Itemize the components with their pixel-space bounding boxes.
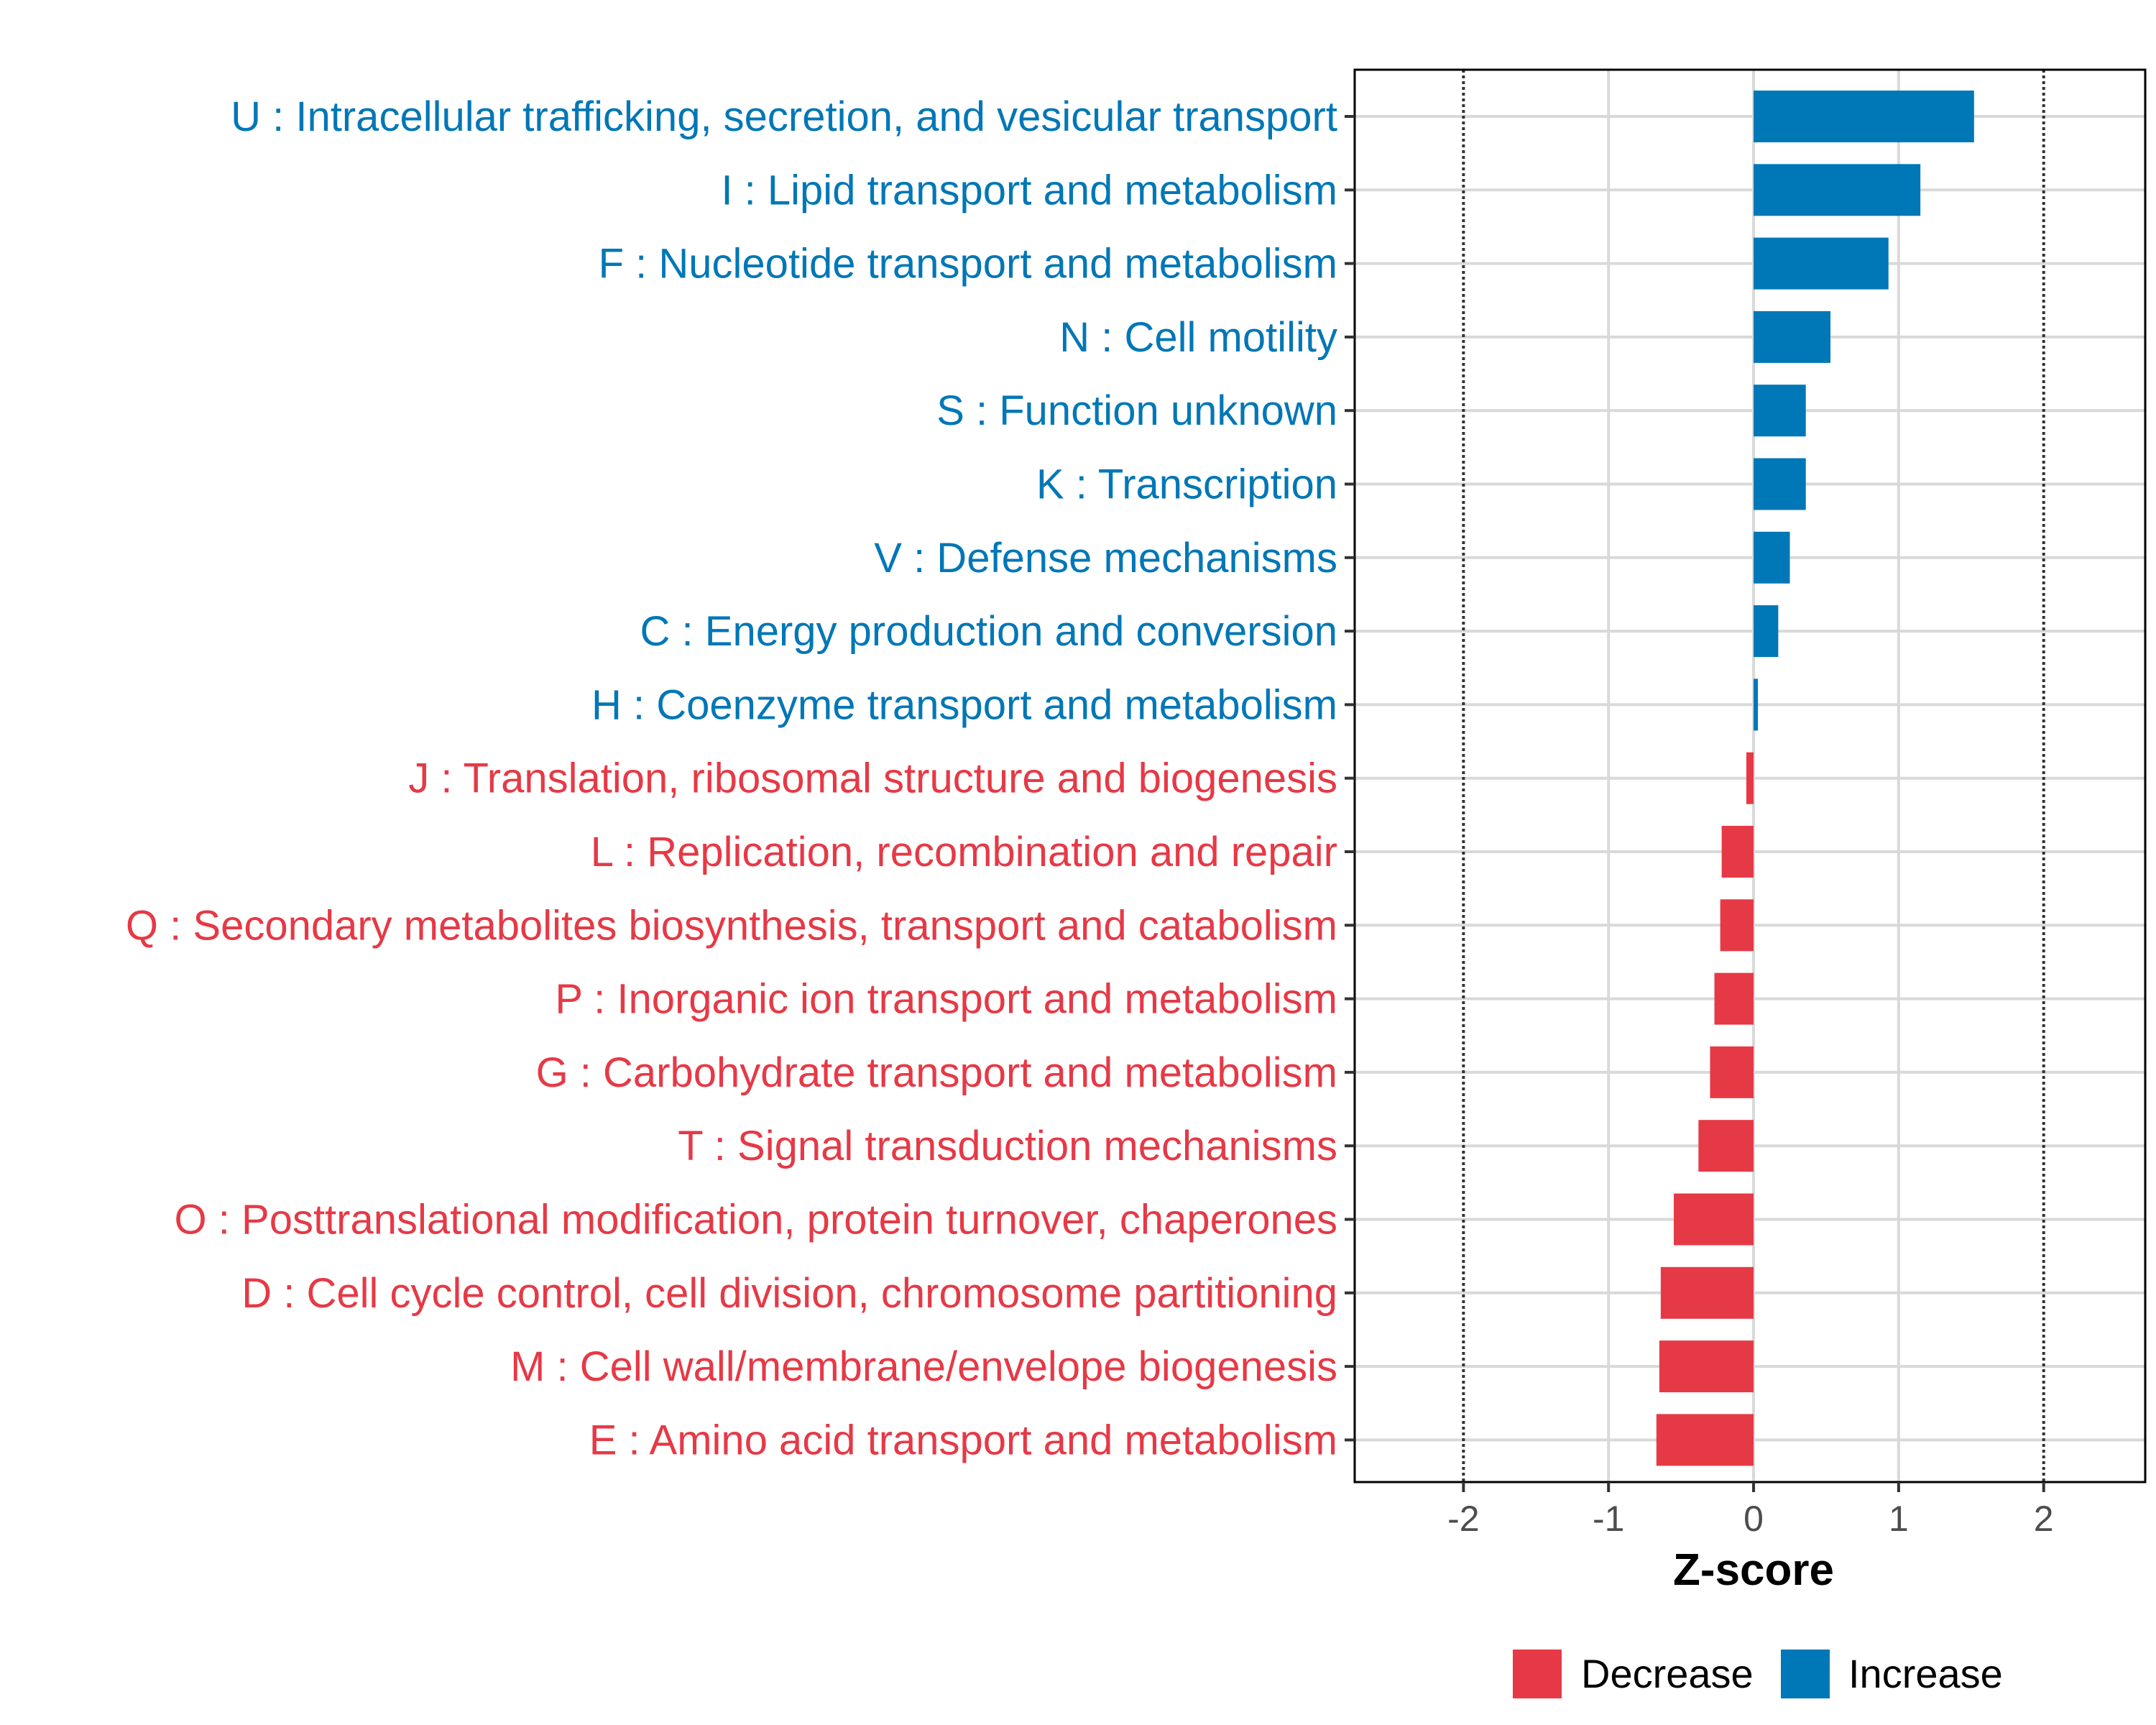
category-label: L : Replication, recombination and repai… bbox=[591, 829, 1337, 875]
bar bbox=[1754, 91, 1974, 142]
category-label: J : Translation, ribosomal structure and… bbox=[408, 755, 1337, 802]
category-label: P : Inorganic ion transport and metaboli… bbox=[555, 976, 1337, 1023]
bar bbox=[1660, 1266, 1754, 1319]
x-tick-label: 2 bbox=[2034, 1499, 2054, 1539]
plot-border bbox=[1353, 68, 2147, 1484]
category-label: M : Cell wall/membrane/envelope biogenes… bbox=[510, 1343, 1337, 1390]
category-label: O : Posttranslational modification, prot… bbox=[175, 1197, 1337, 1243]
bar bbox=[1698, 1120, 1754, 1172]
bar bbox=[1659, 1340, 1754, 1393]
bar bbox=[1754, 605, 1779, 658]
bar bbox=[1720, 899, 1754, 952]
bar bbox=[1754, 237, 1889, 290]
category-label: D : Cell cycle control, cell division, c… bbox=[241, 1270, 1337, 1317]
bar bbox=[1710, 1046, 1754, 1098]
category-label: H : Coenzyme transport and metabolism bbox=[591, 681, 1337, 728]
legend: Decrease Increase bbox=[1513, 1650, 2003, 1698]
bar bbox=[1656, 1414, 1754, 1466]
bar bbox=[1754, 458, 1806, 510]
bar bbox=[1754, 310, 1831, 363]
bar bbox=[1714, 972, 1754, 1025]
category-label: V : Defense mechanisms bbox=[874, 535, 1337, 581]
category-label: K : Transcription bbox=[1036, 461, 1337, 508]
category-labels: U : Intracellular trafficking, secretion… bbox=[126, 93, 1355, 1463]
bar bbox=[1721, 826, 1754, 878]
x-tick-label: -2 bbox=[1447, 1499, 1479, 1539]
x-axis-title: Z-score bbox=[1673, 1545, 1834, 1595]
bar bbox=[1674, 1193, 1754, 1246]
bar bbox=[1746, 752, 1754, 804]
category-label: F : Nucleotide transport and metabolism bbox=[599, 241, 1337, 288]
bar bbox=[1754, 678, 1759, 731]
bar bbox=[1754, 385, 1806, 437]
category-label: C : Energy production and conversion bbox=[640, 608, 1337, 655]
category-label: T : Signal transduction mechanisms bbox=[678, 1123, 1337, 1169]
category-label: N : Cell motility bbox=[1059, 314, 1337, 361]
x-tick-label: 0 bbox=[1743, 1499, 1764, 1539]
legend-label: Increase bbox=[1848, 1651, 2003, 1696]
bar bbox=[1754, 164, 1921, 216]
x-axis: -2 -1 0 1 2 bbox=[1447, 1482, 2054, 1539]
category-label: Q : Secondary metabolites biosynthesis, … bbox=[126, 902, 1337, 949]
category-label: G : Carbohydrate transport and metabolis… bbox=[536, 1049, 1337, 1096]
x-tick-label: -1 bbox=[1593, 1499, 1624, 1539]
legend-label: Decrease bbox=[1581, 1651, 1754, 1696]
category-label: E : Amino acid transport and metabolism bbox=[589, 1417, 1337, 1463]
category-label: I : Lipid transport and metabolism bbox=[721, 167, 1337, 213]
legend-swatch bbox=[1513, 1650, 1562, 1698]
category-label: U : Intracellular trafficking, secretion… bbox=[231, 93, 1337, 140]
legend-swatch bbox=[1781, 1650, 1830, 1698]
bars bbox=[1656, 91, 1974, 1466]
plot-frame bbox=[1353, 68, 2147, 1484]
bar bbox=[1754, 531, 1790, 584]
category-label: S : Function unknown bbox=[936, 387, 1337, 434]
x-tick-label: 1 bbox=[1889, 1499, 1909, 1539]
